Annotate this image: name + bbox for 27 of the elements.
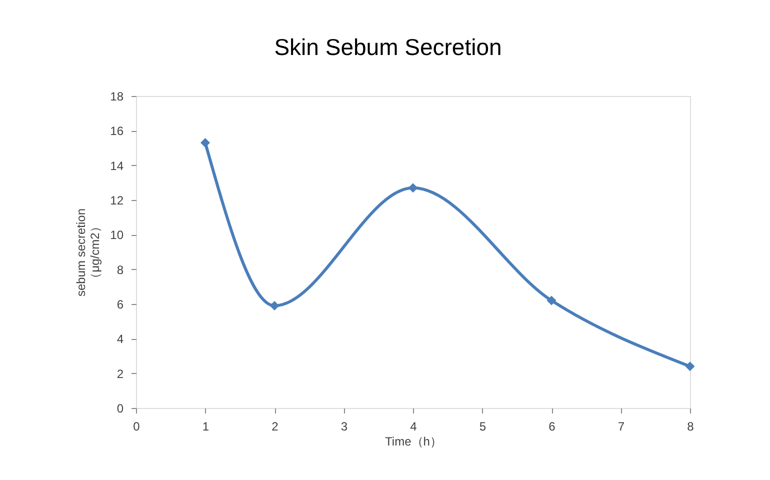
y-tick-label: 14 bbox=[110, 158, 124, 173]
point bbox=[546, 296, 556, 306]
y-tick-label: 4 bbox=[116, 332, 124, 346]
y-tick-label: 6 bbox=[116, 298, 124, 312]
y-tick-label: 10 bbox=[110, 228, 124, 242]
point bbox=[408, 183, 418, 193]
y-tick-label: 18 bbox=[110, 90, 124, 104]
x-axis-title: Time（h） bbox=[385, 434, 442, 448]
y-tick-label: 16 bbox=[110, 124, 124, 138]
point bbox=[685, 362, 695, 372]
x-tick-label: 8 bbox=[687, 420, 694, 434]
x-tick-label: 6 bbox=[548, 420, 556, 434]
y-tick-label: 8 bbox=[116, 262, 124, 277]
point bbox=[200, 138, 210, 148]
point bbox=[270, 300, 280, 310]
x-tick-label: 7 bbox=[618, 420, 625, 434]
y-tick-label: 0 bbox=[116, 402, 124, 416]
chart-title: Skin Sebum Secretion bbox=[274, 34, 502, 60]
x-tick-label: 0 bbox=[133, 420, 140, 434]
x-tick-label: 5 bbox=[479, 420, 486, 434]
y-tick-label: 12 bbox=[110, 194, 124, 208]
y-tick-label: 2 bbox=[116, 366, 124, 381]
x-tick-label: 3 bbox=[340, 420, 348, 434]
y-axis-title: sebum secretion （μg/cm2） bbox=[74, 208, 102, 297]
x-tick-label: 2 bbox=[272, 420, 279, 434]
x-tick-label: 4 bbox=[410, 420, 418, 434]
x-tick-label: 1 bbox=[202, 420, 210, 434]
